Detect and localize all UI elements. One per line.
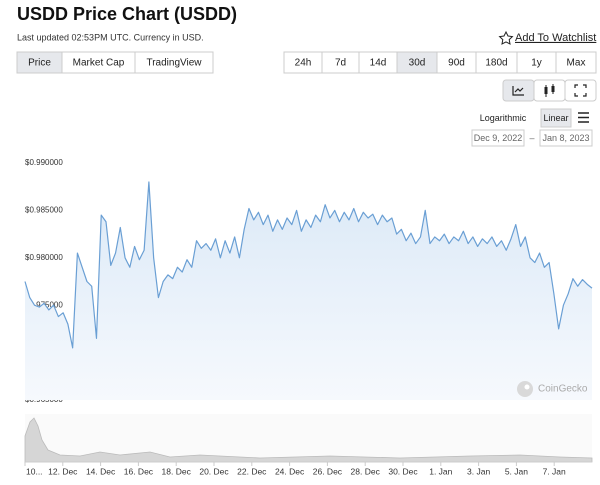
button-label[interactable]: 90d	[448, 58, 465, 69]
button-label[interactable]: 14d	[370, 58, 387, 69]
x-tick-label: 16. Dec	[124, 466, 154, 476]
button-label[interactable]: TradingView	[146, 58, 202, 69]
y-tick-label: $0.980000	[25, 253, 63, 262]
y-tick-label: $0.985000	[25, 206, 63, 215]
price-line	[24, 181, 593, 349]
navigator-background	[25, 414, 592, 462]
button-label[interactable]: Price	[28, 58, 51, 69]
y-tick-label: $0.990000	[25, 158, 63, 167]
date-separator: –	[529, 133, 534, 143]
fullscreen-icon	[574, 84, 587, 97]
watermark-text: CoinGecko	[538, 384, 588, 395]
button[interactable]	[555, 51, 597, 74]
date-from[interactable]: Dec 9, 2022	[474, 133, 523, 143]
line-style-button[interactable]	[502, 79, 535, 102]
price-area	[25, 181, 592, 400]
page-title: USDD Price Chart (USDD)	[17, 4, 237, 24]
navigator	[24, 414, 593, 463]
button-label[interactable]: 1y	[531, 58, 542, 69]
date-to-box[interactable]	[539, 129, 593, 147]
x-tick-label: 10...	[26, 466, 43, 476]
line-icon	[512, 86, 524, 96]
button-label[interactable]: Max	[567, 58, 586, 69]
x-tick-label: 5. Jan	[505, 466, 528, 476]
button-label[interactable]: 30d	[409, 58, 426, 69]
candle-icon-body	[544, 87, 548, 94]
x-tick-label: 22. Dec	[237, 466, 267, 476]
scale-option[interactable]: Logarithmic	[480, 113, 527, 123]
x-tick-label: 26. Dec	[313, 466, 343, 476]
watermark: CoinGecko	[517, 381, 588, 397]
scale-button[interactable]	[540, 108, 572, 128]
watermark-logo	[517, 381, 533, 397]
updated-note: Last updated 02:53PM UTC. Currency in US…	[17, 32, 204, 42]
x-tick-label: 1. Jan	[429, 466, 452, 476]
x-tick-label: 18. Dec	[162, 466, 192, 476]
candle-icon-body	[551, 86, 555, 92]
button-label[interactable]: Market Cap	[73, 58, 125, 69]
watermark-logo-eye	[524, 384, 530, 390]
x-tick-label: 30. Dec	[388, 466, 418, 476]
chart-style-buttons	[502, 79, 597, 102]
x-tick-label: 3. Jan	[467, 466, 490, 476]
button[interactable]	[134, 51, 214, 74]
x-tick-label: 20. Dec	[199, 466, 229, 476]
x-tick-label: 14. Dec	[86, 466, 116, 476]
fullscreen-button[interactable]	[564, 79, 597, 102]
watchlist-link[interactable]: Add To Watchlist	[498, 30, 597, 45]
x-tick-label: 28. Dec	[351, 466, 381, 476]
x-tick-label: 24. Dec	[275, 466, 305, 476]
menu-icon[interactable]	[578, 112, 589, 123]
button-label[interactable]: 180d	[485, 58, 507, 69]
button-label[interactable]: 7d	[335, 58, 346, 69]
date-from-box[interactable]	[471, 129, 525, 147]
date-to[interactable]: Jan 8, 2023	[542, 133, 589, 143]
scale-option[interactable]: Linear	[543, 113, 568, 123]
navigator-series	[24, 417, 593, 463]
watchlist-text[interactable]: Add To Watchlist	[515, 32, 596, 44]
x-tick-label: 12. Dec	[48, 466, 78, 476]
candle-style-button[interactable]	[533, 79, 566, 102]
star-icon	[498, 30, 514, 45]
x-tick-label: 7. Jan	[543, 466, 566, 476]
button-label[interactable]: 24h	[295, 58, 312, 69]
